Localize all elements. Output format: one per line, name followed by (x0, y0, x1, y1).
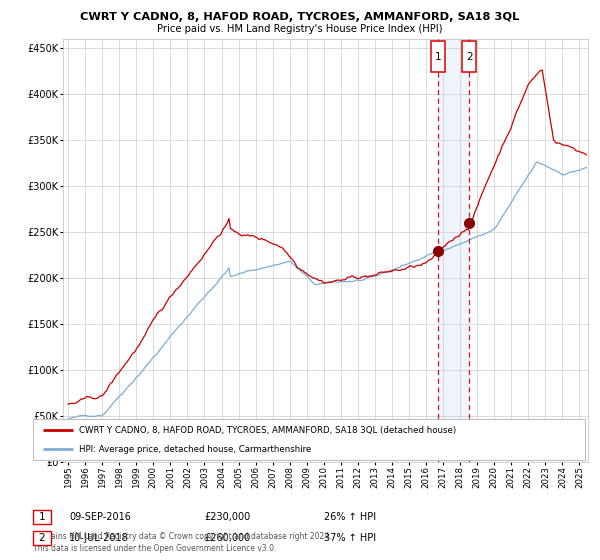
Text: 37% ↑ HPI: 37% ↑ HPI (324, 533, 376, 543)
Text: CWRT Y CADNO, 8, HAFOD ROAD, TYCROES, AMMANFORD, SA18 3QL: CWRT Y CADNO, 8, HAFOD ROAD, TYCROES, AM… (80, 12, 520, 22)
Bar (438, 39, 469, 462)
Text: 1: 1 (434, 52, 441, 62)
Text: £230,000: £230,000 (204, 512, 250, 522)
FancyBboxPatch shape (463, 41, 476, 72)
Text: 2: 2 (466, 52, 473, 62)
Text: CWRT Y CADNO, 8, HAFOD ROAD, TYCROES, AMMANFORD, SA18 3QL (detached house): CWRT Y CADNO, 8, HAFOD ROAD, TYCROES, AM… (79, 426, 457, 435)
FancyBboxPatch shape (431, 41, 445, 72)
Text: 2: 2 (38, 533, 46, 543)
Text: 26% ↑ HPI: 26% ↑ HPI (324, 512, 376, 522)
Text: Contains HM Land Registry data © Crown copyright and database right 2024.
This d: Contains HM Land Registry data © Crown c… (33, 533, 331, 553)
Text: £260,000: £260,000 (204, 533, 250, 543)
Text: 09-SEP-2016: 09-SEP-2016 (69, 512, 131, 522)
Text: 1: 1 (38, 512, 46, 522)
Text: 10-JUL-2018: 10-JUL-2018 (69, 533, 129, 543)
Text: HPI: Average price, detached house, Carmarthenshire: HPI: Average price, detached house, Carm… (79, 445, 311, 454)
Text: Price paid vs. HM Land Registry's House Price Index (HPI): Price paid vs. HM Land Registry's House … (157, 24, 443, 34)
